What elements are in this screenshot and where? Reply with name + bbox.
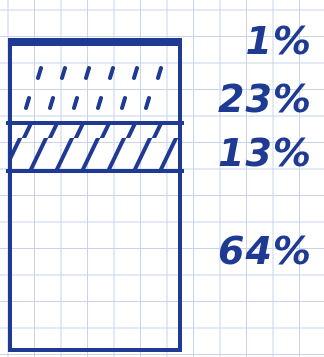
stacked-bar bbox=[6, 38, 184, 352]
rain-dash bbox=[108, 66, 115, 80]
bar-segment-hatch bbox=[10, 123, 180, 171]
rain-dash bbox=[60, 66, 67, 80]
rain-dash bbox=[72, 96, 79, 110]
rain-dash bbox=[84, 66, 91, 80]
percentage-labels: 1% 23% 13% 64% bbox=[218, 19, 312, 273]
bar-segment-3 bbox=[6, 123, 184, 173]
segment-label-3: 13% bbox=[218, 131, 312, 175]
rain-dash bbox=[24, 96, 31, 110]
rain-dash bbox=[144, 96, 151, 110]
bar-segment-1 bbox=[10, 40, 180, 46]
segment-label-1: 1% bbox=[245, 19, 312, 63]
rain-dash bbox=[48, 96, 55, 110]
rain-dash bbox=[120, 96, 127, 110]
segment-label-4: 64% bbox=[218, 229, 312, 273]
segment-label-2: 23% bbox=[218, 77, 312, 121]
rain-dash bbox=[96, 96, 103, 110]
rain-dash bbox=[36, 66, 43, 80]
bar-segment-2 bbox=[6, 66, 184, 125]
rain-dash bbox=[132, 66, 139, 80]
bar-outline bbox=[8, 38, 182, 352]
rain-dash bbox=[156, 66, 163, 80]
bar-segment-fill bbox=[10, 40, 180, 46]
